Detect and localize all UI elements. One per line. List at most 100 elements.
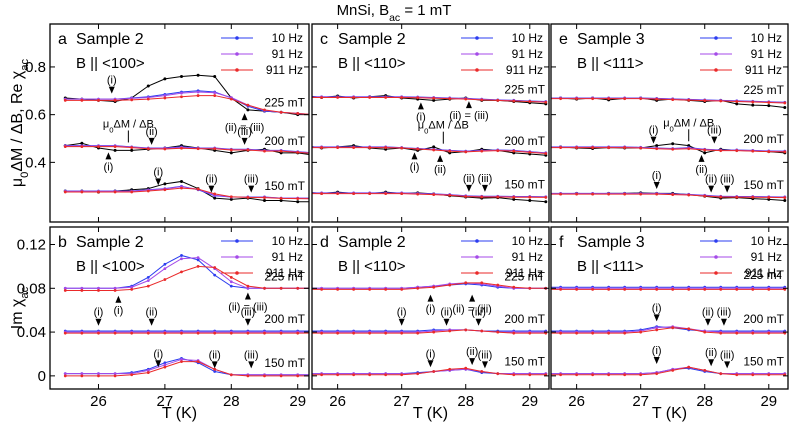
point: [80, 145, 84, 149]
x-axis-label: T (K): [162, 405, 197, 422]
panel: 225 mT 200 mT 150 mT 10 Hz 91 Hz 911 Hz e Sampl…: [543, 23, 789, 223]
arrow: [108, 86, 115, 94]
point: [97, 98, 100, 102]
point: [400, 96, 404, 99]
x-tick-label: 26: [329, 393, 346, 410]
sample-label: Sample 2: [76, 234, 144, 251]
point: [313, 197, 316, 200]
point: [416, 286, 420, 290]
panel: 225 mT 200 mT 150 mT 10 Hz 91 Hz 911 Hz c Sampl…: [311, 23, 550, 223]
point: [320, 192, 324, 196]
curve: [551, 366, 785, 375]
point: [639, 97, 643, 101]
point: [400, 373, 404, 377]
point: [180, 331, 183, 335]
point: [751, 331, 755, 335]
point: [113, 190, 117, 194]
point: [296, 112, 300, 115]
plot-area: [63, 254, 309, 378]
point: [163, 94, 167, 97]
point: [496, 372, 500, 376]
arrow: [704, 318, 711, 326]
point: [719, 372, 723, 376]
point: [180, 95, 183, 99]
point: [687, 365, 691, 369]
x-tick-label: 27: [157, 393, 174, 410]
annotation: (ii): [434, 164, 446, 176]
point: [320, 287, 324, 291]
legend-dot: [475, 271, 479, 275]
point: [543, 192, 546, 195]
figure-title: MnSi, Bac = 1 mT: [337, 2, 452, 24]
point: [703, 368, 707, 372]
point: [735, 195, 739, 199]
annotation: (iii): [471, 307, 486, 319]
legend-dot: [475, 52, 479, 56]
panel-letter: f: [559, 234, 564, 251]
point: [63, 190, 67, 194]
orientation-label: B || <100>: [76, 55, 145, 72]
annotation: (ii): [209, 349, 221, 361]
point: [352, 331, 356, 335]
point: [63, 145, 67, 149]
point: [591, 287, 595, 291]
point: [719, 331, 723, 335]
point: [63, 372, 67, 376]
point: [416, 147, 420, 151]
point: [512, 331, 516, 335]
point: [783, 101, 787, 105]
panel-letter: a: [58, 31, 67, 48]
frame: [49, 23, 310, 223]
annotation: (ii): [440, 307, 452, 319]
legend-label: 91 Hz: [272, 47, 303, 61]
orientation-label: B || <110>: [338, 258, 406, 275]
annotation: (i): [107, 75, 117, 87]
annotation: (i): [416, 111, 426, 123]
point: [180, 358, 183, 361]
frame: [311, 23, 550, 223]
point: [229, 197, 233, 201]
point: [229, 331, 233, 335]
annotation: (iii): [478, 173, 493, 185]
legend-dot: [714, 52, 718, 56]
point: [263, 331, 266, 335]
point: [655, 326, 659, 330]
point: [368, 96, 372, 99]
annotation: (iii): [244, 349, 259, 361]
point: [246, 331, 250, 335]
point: [671, 368, 675, 372]
annotation: (iii): [720, 174, 735, 186]
annotation-part: μ: [418, 120, 424, 132]
arrow: [411, 152, 418, 160]
point: [263, 199, 267, 203]
point: [196, 256, 200, 260]
point: [543, 97, 546, 100]
arrow: [427, 360, 434, 368]
x-tick-label: 29: [521, 393, 538, 410]
x-tick-label: 29: [760, 393, 777, 410]
point: [163, 267, 167, 270]
point: [313, 152, 316, 155]
point: [432, 285, 436, 289]
legend-dot: [714, 36, 718, 40]
field-label: 200 mT: [743, 132, 784, 146]
point: [464, 328, 468, 332]
point: [146, 331, 150, 335]
point: [480, 149, 484, 153]
point: [432, 96, 436, 100]
orientation-label: B || <111>: [577, 55, 644, 72]
point: [559, 146, 563, 149]
point: [279, 110, 283, 114]
point: [719, 287, 723, 291]
point: [623, 192, 627, 196]
legend-dot: [235, 271, 239, 275]
annotation: (ii) = (iii): [452, 304, 491, 316]
point: [180, 91, 183, 95]
point: [97, 289, 100, 292]
point: [336, 146, 340, 149]
point: [639, 287, 643, 291]
point: [97, 190, 100, 194]
point: [623, 373, 627, 377]
point: [163, 363, 167, 367]
